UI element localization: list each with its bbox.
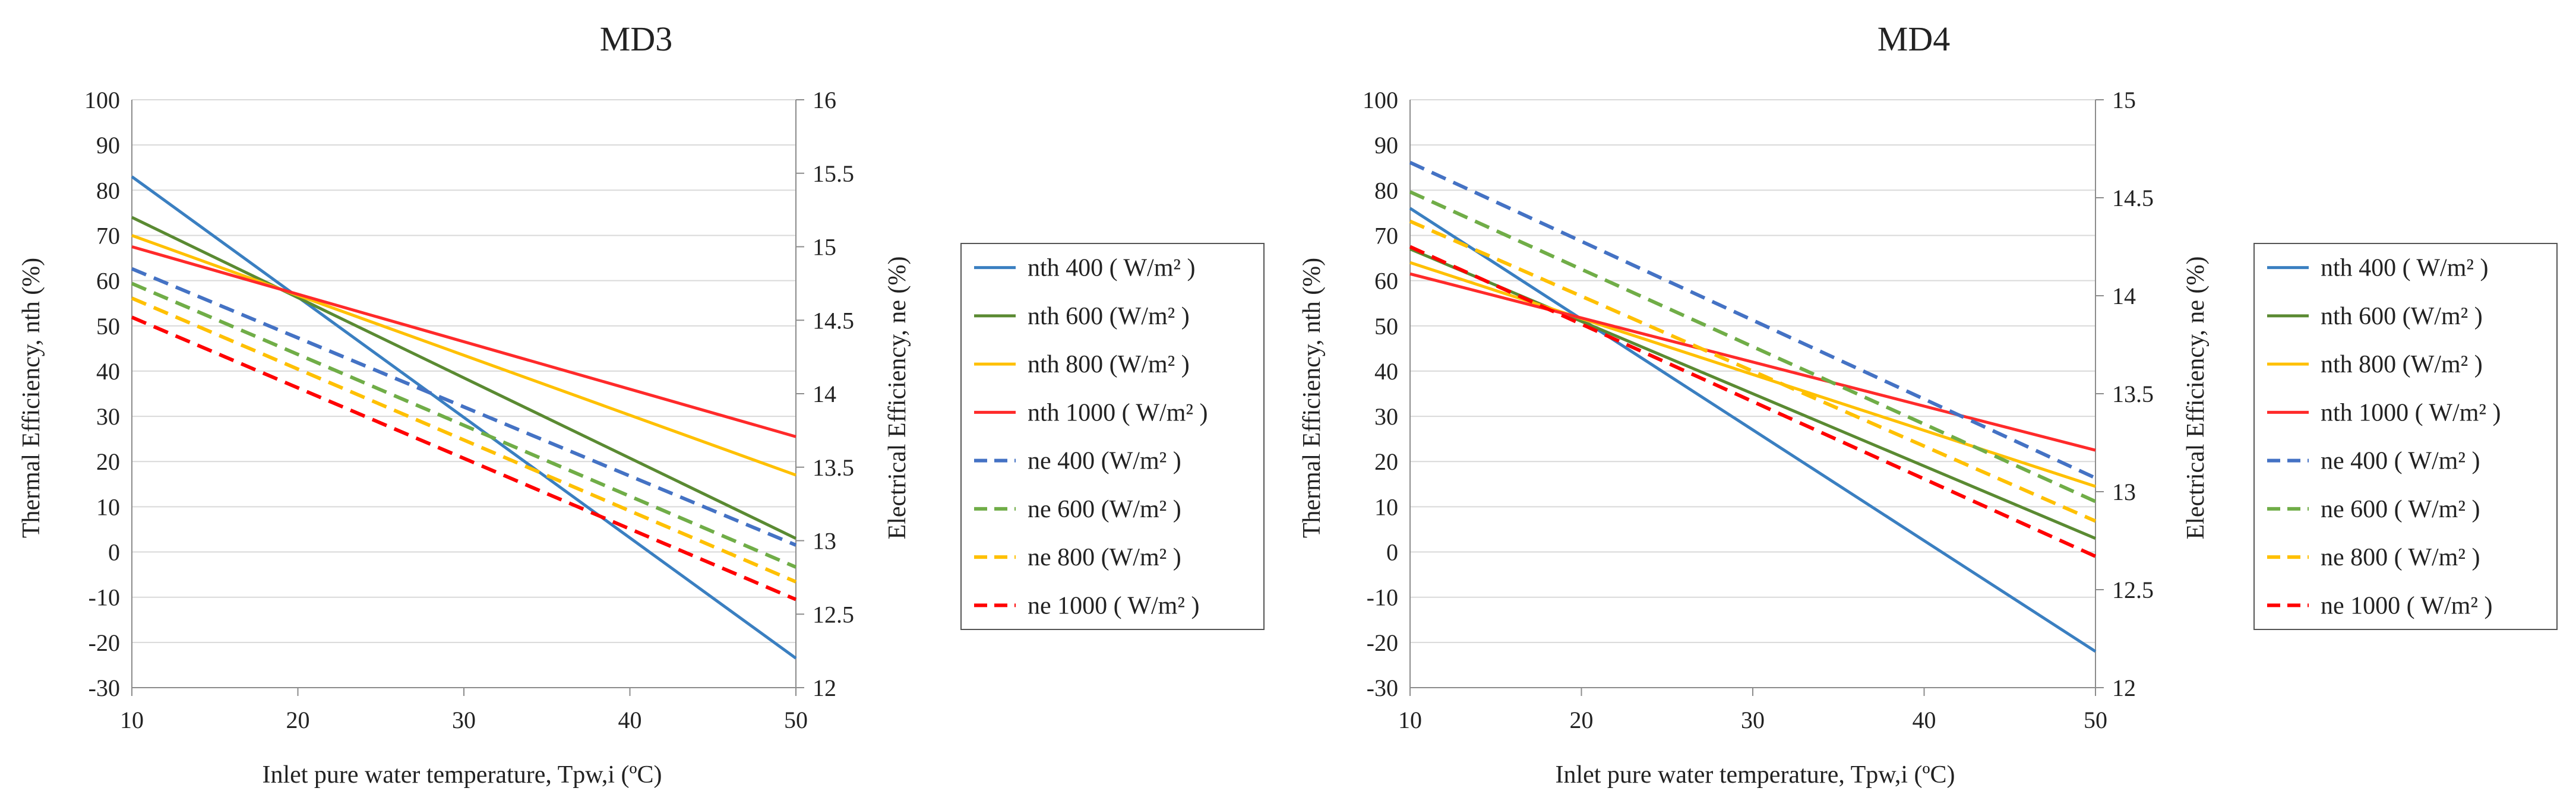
x-tick-label: 10: [120, 707, 144, 733]
legend-label: nth 800 (W/m² ): [1028, 351, 1190, 378]
x-axis-label: Inlet pure water temperature, Tpw,i (ºC): [1555, 761, 1955, 789]
series-line: [131, 245, 796, 438]
series-line: [1409, 219, 2097, 523]
series-line: [1409, 207, 2097, 653]
y-tick-label: 80: [96, 177, 120, 204]
y-tick-label: 20: [1374, 448, 1398, 475]
y-tick-label: 30: [1374, 403, 1398, 430]
chart-panel-md4: MD4 Inlet pure water temperature, Tpw,i …: [1298, 20, 2558, 789]
x-tick-label: 20: [1570, 707, 1594, 733]
series-line: [131, 296, 797, 584]
y-tick-label: 90: [1374, 132, 1398, 159]
y-tick-label: -20: [1367, 629, 1398, 656]
y2-tick-label: 14: [813, 381, 836, 407]
series-line: [1409, 248, 2096, 540]
legend-label: ne 400 ( W/m² ): [2321, 448, 2480, 475]
series-line: [1409, 272, 2096, 452]
y-tick-label: 50: [96, 313, 120, 340]
y2-tick-label: 12.5: [2112, 577, 2154, 603]
y2-tick-label: 14: [2112, 283, 2136, 309]
legend-label: nth 400 ( W/m² ): [1028, 255, 1195, 282]
y-tick-label: -30: [1367, 675, 1398, 701]
legend-label: ne 600 (W/m² ): [1028, 496, 1181, 523]
series-line: [131, 175, 797, 660]
series-line: [131, 281, 797, 569]
series-line: [1409, 245, 2097, 558]
x-tick-label: 40: [618, 707, 642, 733]
y2-tick-label: 15.5: [813, 160, 854, 187]
y-tick-label: 70: [1374, 222, 1398, 249]
y-tick-label: 90: [96, 132, 120, 159]
y-tick-label: 60: [1374, 268, 1398, 295]
series-line: [131, 234, 796, 477]
y-tick-label: 0: [1386, 539, 1398, 566]
y-tick-label: 10: [1374, 493, 1398, 520]
series-line: [131, 315, 797, 602]
y-tick-label: 70: [96, 222, 120, 249]
y2-tick-label: 13.5: [813, 454, 854, 481]
y-tick-label: 0: [108, 539, 120, 566]
y-axis-label-right: Electrical Efficiency, ne (%): [884, 257, 911, 540]
x-tick-label: 40: [1913, 707, 1936, 733]
y2-tick-label: 13: [2112, 479, 2136, 505]
y-tick-label: 60: [96, 268, 120, 295]
y2-tick-label: 12: [2112, 675, 2136, 701]
y-tick-label: 50: [1374, 313, 1398, 340]
x-tick-label: 10: [1398, 707, 1422, 733]
x-tick-label: 20: [286, 707, 310, 733]
series-line: [131, 267, 797, 547]
series-line: [1409, 160, 2097, 480]
legend-label: nth 600 (W/m² ): [1028, 303, 1190, 330]
legend-label: nth 800 (W/m² ): [2321, 351, 2483, 378]
y-axis-label-left: Thermal Efficiency, nth (%): [1298, 258, 1326, 538]
y-tick-label: -30: [88, 675, 120, 701]
y-tick-label: 40: [96, 358, 120, 385]
y-tick-label: 100: [84, 87, 120, 113]
x-tick-label: 30: [1741, 707, 1765, 733]
y-tick-label: -10: [88, 584, 120, 611]
y2-tick-label: 15: [813, 234, 836, 261]
y-axis-label-left: Thermal Efficiency, nth (%): [18, 258, 45, 538]
legend-box: [960, 243, 1265, 630]
series-line: [1409, 190, 2097, 504]
legend-label: ne 1000 ( W/m² ): [2321, 592, 2492, 619]
y2-tick-label: 15: [2112, 87, 2136, 113]
legend-label: ne 600 ( W/m² ): [2321, 496, 2480, 523]
legend-label: nth 1000 ( W/m² ): [2321, 399, 2501, 426]
y-tick-label: 80: [1374, 177, 1398, 204]
legend-label: ne 1000 ( W/m² ): [1028, 592, 1199, 619]
x-axis-label: Inlet pure water temperature, Tpw,i (ºC): [262, 761, 662, 789]
x-tick-label: 50: [2084, 707, 2107, 733]
legend-label: nth 1000 ( W/m² ): [1028, 399, 1208, 426]
chart-title: MD4: [1878, 20, 1950, 58]
legend-label: nth 400 ( W/m² ): [2321, 255, 2488, 282]
legend-label: nth 600 (W/m² ): [2321, 303, 2483, 330]
y2-tick-label: 16: [813, 87, 836, 113]
x-tick-label: 50: [784, 707, 808, 733]
series-line: [1409, 261, 2096, 488]
y-tick-label: -20: [88, 629, 120, 656]
y-tick-label: 100: [1363, 87, 1398, 113]
legend-label: ne 800 ( W/m² ): [2321, 544, 2480, 571]
y-tick-label: -10: [1367, 584, 1398, 611]
y-axis-label-right: Electrical Efficiency, ne (%): [2182, 257, 2210, 540]
x-tick-label: 30: [452, 707, 476, 733]
legend-label: ne 400 (W/m² ): [1028, 448, 1181, 475]
legend-label: ne 800 (W/m² ): [1028, 544, 1181, 571]
legend-box: [2253, 243, 2558, 630]
y2-tick-label: 12.5: [813, 601, 854, 628]
chart-panel-md3: MD3 Inlet pure water temperature, Tpw,i …: [18, 20, 1265, 789]
y2-tick-label: 12: [813, 675, 836, 701]
y2-tick-label: 13: [813, 528, 836, 555]
y2-tick-label: 14.5: [813, 307, 854, 334]
y-tick-label: 20: [96, 448, 120, 475]
y2-tick-label: 14.5: [2112, 185, 2154, 211]
y-tick-label: 30: [96, 403, 120, 430]
series-line: [131, 216, 797, 540]
chart-title: MD3: [600, 20, 672, 58]
y-tick-label: 40: [1374, 358, 1398, 385]
y-tick-label: 10: [96, 493, 120, 520]
y2-tick-label: 13.5: [2112, 381, 2154, 407]
